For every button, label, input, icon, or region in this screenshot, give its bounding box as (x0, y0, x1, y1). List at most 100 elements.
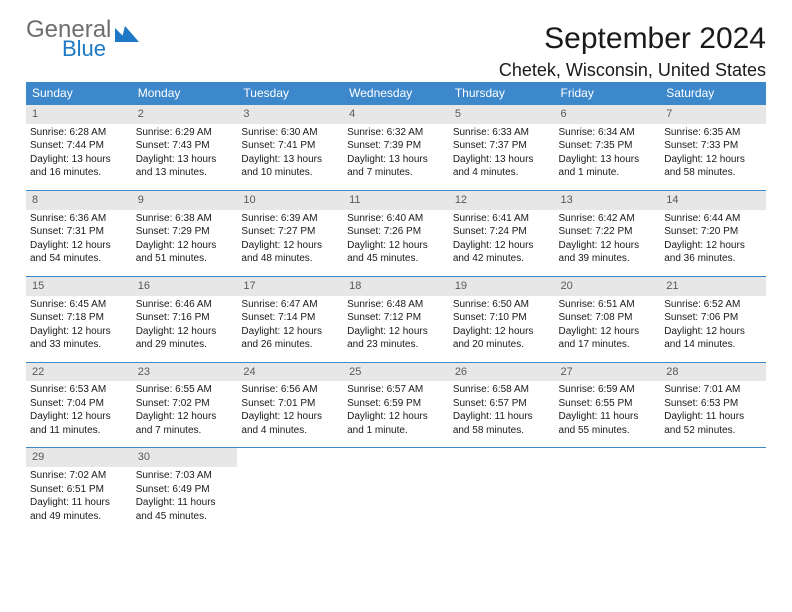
daylight-line: Daylight: 13 hours and 13 minutes. (136, 153, 234, 180)
sunset-line: Sunset: 6:57 PM (453, 397, 551, 411)
daylight-line: Daylight: 12 hours and 26 minutes. (241, 325, 339, 352)
calendar-table: SundayMondayTuesdayWednesdayThursdayFrid… (26, 82, 766, 533)
sunset-line: Sunset: 6:49 PM (136, 483, 234, 497)
sunrise-line: Sunrise: 6:40 AM (347, 212, 445, 226)
daylight-line: Daylight: 11 hours and 52 minutes. (664, 410, 762, 437)
sunset-line: Sunset: 6:53 PM (664, 397, 762, 411)
sunrise-line: Sunrise: 6:46 AM (136, 298, 234, 312)
day-number: 9 (138, 194, 144, 206)
calendar-row: 8Sunrise: 6:36 AMSunset: 7:31 PMDaylight… (26, 190, 766, 276)
day-number: 20 (561, 280, 573, 292)
sunset-line: Sunset: 7:39 PM (347, 139, 445, 153)
sunrise-line: Sunrise: 6:34 AM (559, 126, 657, 140)
calendar-cell: 7Sunrise: 6:35 AMSunset: 7:33 PMDaylight… (660, 105, 766, 191)
sunrise-line: Sunrise: 6:41 AM (453, 212, 551, 226)
calendar-cell: 26Sunrise: 6:58 AMSunset: 6:57 PMDayligh… (449, 362, 555, 448)
sunset-line: Sunset: 7:20 PM (664, 225, 762, 239)
sunset-line: Sunset: 7:35 PM (559, 139, 657, 153)
calendar-cell: 29Sunrise: 7:02 AMSunset: 6:51 PMDayligh… (26, 448, 132, 533)
calendar-cell: 23Sunrise: 6:55 AMSunset: 7:02 PMDayligh… (132, 362, 238, 448)
sunrise-line: Sunrise: 6:57 AM (347, 383, 445, 397)
location-text: Chetek, Wisconsin, United States (499, 60, 766, 81)
calendar-body: 1Sunrise: 6:28 AMSunset: 7:44 PMDaylight… (26, 105, 766, 534)
day-number: 25 (349, 366, 361, 378)
day-number: 27 (561, 366, 573, 378)
daylight-line: Daylight: 12 hours and 4 minutes. (241, 410, 339, 437)
daylight-line: Daylight: 12 hours and 33 minutes. (30, 325, 128, 352)
calendar-cell: 1Sunrise: 6:28 AMSunset: 7:44 PMDaylight… (26, 105, 132, 191)
day-number: 5 (455, 108, 461, 120)
calendar-cell (555, 448, 661, 533)
calendar-cell: 30Sunrise: 7:03 AMSunset: 6:49 PMDayligh… (132, 448, 238, 533)
sunrise-line: Sunrise: 6:42 AM (559, 212, 657, 226)
sunset-line: Sunset: 7:24 PM (453, 225, 551, 239)
calendar-cell: 12Sunrise: 6:41 AMSunset: 7:24 PMDayligh… (449, 190, 555, 276)
calendar-cell: 17Sunrise: 6:47 AMSunset: 7:14 PMDayligh… (237, 276, 343, 362)
calendar-cell: 18Sunrise: 6:48 AMSunset: 7:12 PMDayligh… (343, 276, 449, 362)
sunset-line: Sunset: 7:37 PM (453, 139, 551, 153)
day-number: 19 (455, 280, 467, 292)
sunrise-line: Sunrise: 6:51 AM (559, 298, 657, 312)
calendar-cell: 10Sunrise: 6:39 AMSunset: 7:27 PMDayligh… (237, 190, 343, 276)
daylight-line: Daylight: 11 hours and 49 minutes. (30, 496, 128, 523)
page-header: September 2024 Chetek, Wisconsin, United… (499, 22, 766, 81)
day-number: 6 (561, 108, 567, 120)
daylight-line: Daylight: 13 hours and 1 minute. (559, 153, 657, 180)
daylight-line: Daylight: 12 hours and 54 minutes. (30, 239, 128, 266)
sunrise-line: Sunrise: 6:50 AM (453, 298, 551, 312)
day-number: 23 (138, 366, 150, 378)
calendar-cell: 11Sunrise: 6:40 AMSunset: 7:26 PMDayligh… (343, 190, 449, 276)
daylight-line: Daylight: 12 hours and 51 minutes. (136, 239, 234, 266)
sunset-line: Sunset: 7:27 PM (241, 225, 339, 239)
sunrise-line: Sunrise: 6:47 AM (241, 298, 339, 312)
daylight-line: Daylight: 11 hours and 55 minutes. (559, 410, 657, 437)
day-number: 3 (243, 108, 249, 120)
sunset-line: Sunset: 7:14 PM (241, 311, 339, 325)
sunrise-line: Sunrise: 6:39 AM (241, 212, 339, 226)
calendar-row: 1Sunrise: 6:28 AMSunset: 7:44 PMDaylight… (26, 105, 766, 191)
sunset-line: Sunset: 6:51 PM (30, 483, 128, 497)
day-number: 12 (455, 194, 467, 206)
daylight-line: Daylight: 12 hours and 20 minutes. (453, 325, 551, 352)
calendar-cell: 4Sunrise: 6:32 AMSunset: 7:39 PMDaylight… (343, 105, 449, 191)
weekday-header: Friday (555, 82, 661, 105)
calendar-cell: 9Sunrise: 6:38 AMSunset: 7:29 PMDaylight… (132, 190, 238, 276)
day-number: 11 (349, 194, 360, 206)
weekday-header: Wednesday (343, 82, 449, 105)
sunset-line: Sunset: 7:04 PM (30, 397, 128, 411)
sunset-line: Sunset: 7:18 PM (30, 311, 128, 325)
sunset-line: Sunset: 7:01 PM (241, 397, 339, 411)
calendar-cell: 20Sunrise: 6:51 AMSunset: 7:08 PMDayligh… (555, 276, 661, 362)
daylight-line: Daylight: 12 hours and 36 minutes. (664, 239, 762, 266)
calendar-cell: 16Sunrise: 6:46 AMSunset: 7:16 PMDayligh… (132, 276, 238, 362)
weekday-header-row: SundayMondayTuesdayWednesdayThursdayFrid… (26, 82, 766, 105)
day-number: 4 (349, 108, 355, 120)
calendar-cell: 14Sunrise: 6:44 AMSunset: 7:20 PMDayligh… (660, 190, 766, 276)
calendar-cell: 25Sunrise: 6:57 AMSunset: 6:59 PMDayligh… (343, 362, 449, 448)
daylight-line: Daylight: 12 hours and 11 minutes. (30, 410, 128, 437)
daylight-line: Daylight: 11 hours and 58 minutes. (453, 410, 551, 437)
sunrise-line: Sunrise: 6:53 AM (30, 383, 128, 397)
daylight-line: Daylight: 12 hours and 58 minutes. (664, 153, 762, 180)
daylight-line: Daylight: 12 hours and 17 minutes. (559, 325, 657, 352)
sunrise-line: Sunrise: 6:29 AM (136, 126, 234, 140)
weekday-header: Tuesday (237, 82, 343, 105)
day-number: 30 (138, 451, 150, 463)
calendar-cell (343, 448, 449, 533)
daylight-line: Daylight: 11 hours and 45 minutes. (136, 496, 234, 523)
calendar-cell: 15Sunrise: 6:45 AMSunset: 7:18 PMDayligh… (26, 276, 132, 362)
sunset-line: Sunset: 7:16 PM (136, 311, 234, 325)
sunset-line: Sunset: 7:33 PM (664, 139, 762, 153)
sunrise-line: Sunrise: 6:59 AM (559, 383, 657, 397)
calendar-row: 15Sunrise: 6:45 AMSunset: 7:18 PMDayligh… (26, 276, 766, 362)
calendar-cell: 21Sunrise: 6:52 AMSunset: 7:06 PMDayligh… (660, 276, 766, 362)
sunset-line: Sunset: 6:55 PM (559, 397, 657, 411)
sunset-line: Sunset: 7:10 PM (453, 311, 551, 325)
sunrise-line: Sunrise: 6:48 AM (347, 298, 445, 312)
sunset-line: Sunset: 7:29 PM (136, 225, 234, 239)
calendar-cell: 22Sunrise: 6:53 AMSunset: 7:04 PMDayligh… (26, 362, 132, 448)
day-number: 21 (666, 280, 678, 292)
calendar-cell: 13Sunrise: 6:42 AMSunset: 7:22 PMDayligh… (555, 190, 661, 276)
sunrise-line: Sunrise: 6:28 AM (30, 126, 128, 140)
sunset-line: Sunset: 7:12 PM (347, 311, 445, 325)
